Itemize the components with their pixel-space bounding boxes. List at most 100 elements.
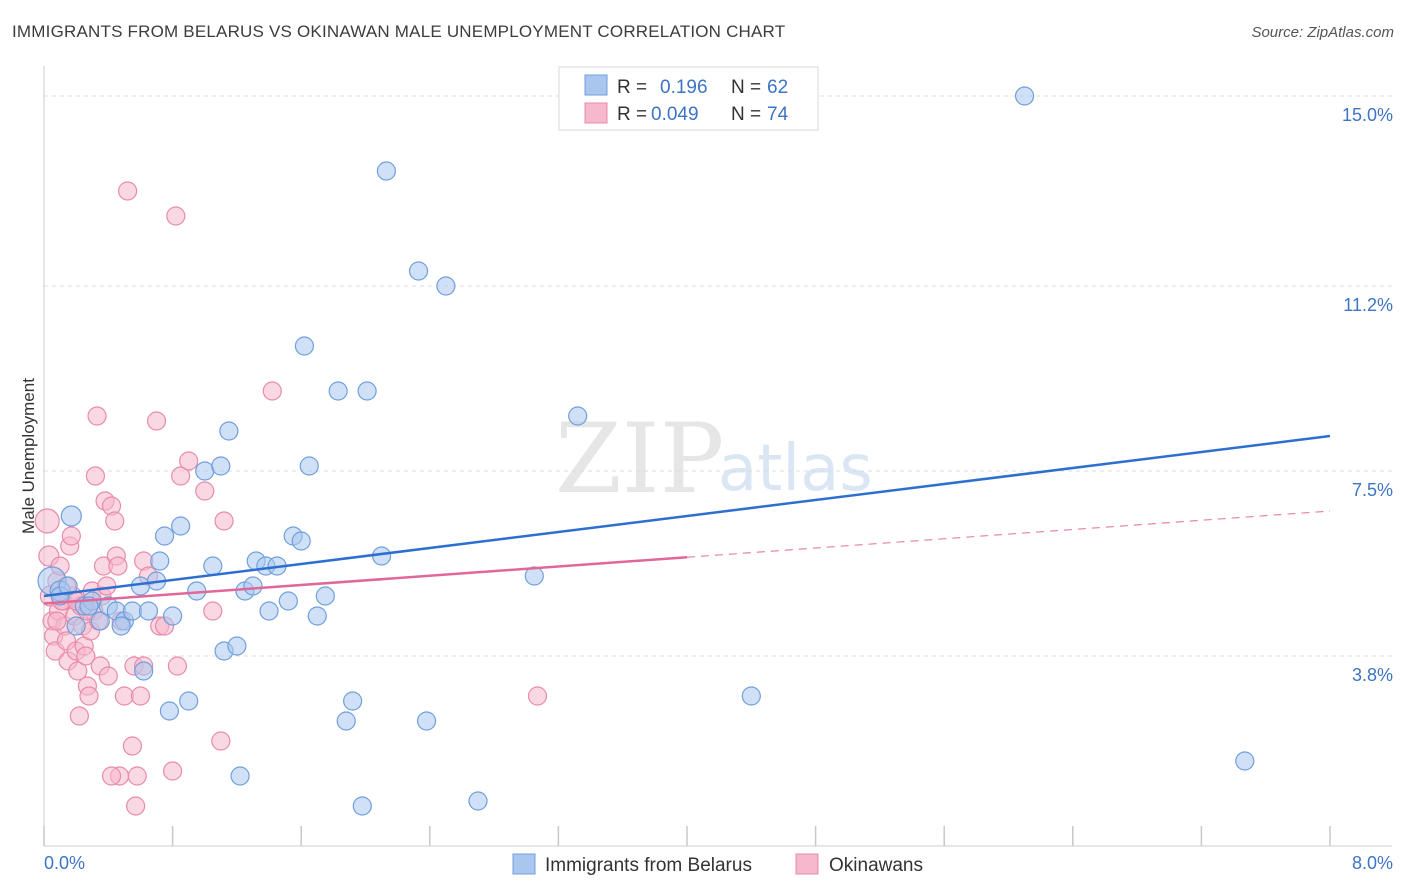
data-point[interactable] [85, 466, 106, 486]
data-point[interactable] [211, 731, 231, 751]
data-point[interactable] [203, 601, 223, 621]
data-point[interactable] [146, 411, 167, 431]
data-point[interactable] [126, 796, 146, 816]
data-point[interactable] [76, 646, 96, 666]
legend-n-label-1: N = [731, 77, 761, 98]
data-point[interactable] [108, 556, 128, 576]
data-point[interactable] [307, 606, 327, 626]
data-point[interactable] [101, 766, 122, 786]
data-point[interactable] [219, 421, 239, 441]
data-point[interactable] [163, 606, 183, 626]
y-tick-label: 15.0% [1342, 105, 1393, 125]
data-point[interactable] [58, 576, 78, 596]
data-point[interactable] [114, 686, 134, 706]
bottom-legend-label-belarus[interactable]: Immigrants from Belarus [545, 855, 752, 876]
data-point[interactable] [468, 791, 488, 811]
data-point[interactable] [299, 456, 319, 476]
series-legend: Immigrants from Belarus Okinawans [512, 853, 923, 876]
series-okinawans [34, 181, 548, 816]
data-point[interactable] [111, 616, 131, 636]
data-point[interactable] [98, 666, 118, 686]
watermark-atlas: atlas [718, 432, 873, 506]
data-point[interactable] [60, 505, 82, 527]
data-point[interactable] [34, 508, 60, 534]
data-point[interactable] [87, 406, 107, 426]
bottom-legend-label-okinawans[interactable]: Okinawans [829, 855, 923, 876]
data-point[interactable] [117, 181, 138, 201]
legend-r-value-1: 0.196 [660, 77, 708, 98]
legend-r-label-2: R = [617, 104, 647, 125]
data-point[interactable] [336, 711, 356, 731]
data-point[interactable] [97, 576, 117, 596]
y-axis-title: Male Unemployment [19, 378, 38, 534]
bottom-legend-swatch-blue[interactable] [512, 853, 536, 875]
data-point[interactable] [154, 526, 175, 546]
data-point[interactable] [122, 736, 143, 756]
trend-line-belarus [43, 434, 1331, 598]
data-point[interactable] [278, 591, 298, 611]
data-point[interactable] [47, 611, 67, 631]
data-point[interactable] [171, 516, 191, 536]
correlation-legend: R = 0.196 N = 62 R = 0.049 N = 74 [558, 66, 819, 131]
data-point[interactable] [179, 451, 199, 471]
legend-r-label-1: R = [617, 77, 647, 98]
data-point[interactable] [166, 206, 186, 226]
data-point[interactable] [163, 761, 183, 781]
bottom-legend-swatch-pink[interactable] [795, 853, 819, 875]
data-point[interactable] [294, 336, 315, 356]
data-point[interactable] [1235, 751, 1255, 771]
legend-swatch-blue [584, 74, 608, 96]
data-point[interactable] [105, 511, 125, 531]
data-point[interactable] [230, 766, 250, 786]
data-point[interactable] [138, 601, 159, 621]
data-point[interactable] [61, 526, 81, 546]
data-point[interactable] [357, 381, 377, 401]
data-point[interactable] [568, 406, 588, 426]
data-point[interactable] [259, 601, 279, 621]
data-point[interactable] [211, 456, 231, 476]
data-point[interactable] [416, 711, 437, 731]
data-point[interactable] [90, 611, 110, 631]
data-point[interactable] [79, 686, 99, 706]
data-point[interactable] [1014, 86, 1035, 106]
data-point[interactable] [227, 636, 247, 656]
data-point[interactable] [150, 551, 170, 571]
data-point[interactable] [195, 481, 215, 501]
data-point[interactable] [122, 601, 143, 621]
y-tick-label: 11.2% [1343, 295, 1393, 315]
legend-n-value-1: 62 [767, 77, 788, 98]
data-point[interactable] [328, 381, 348, 401]
data-point[interactable] [127, 766, 147, 786]
data-point[interactable] [243, 576, 263, 596]
y-tick-label: 3.8% [1352, 665, 1393, 685]
data-point[interactable] [195, 461, 215, 481]
data-point[interactable] [741, 686, 761, 706]
data-point[interactable] [527, 686, 548, 706]
data-point[interactable] [167, 656, 188, 676]
data-point[interactable] [66, 616, 86, 636]
data-point[interactable] [436, 276, 456, 296]
x-tick-label-min: 0.0% [44, 853, 85, 873]
data-point[interactable] [171, 466, 191, 486]
data-point[interactable] [214, 511, 234, 531]
data-point[interactable] [203, 556, 223, 576]
data-point[interactable] [68, 661, 88, 681]
series-belarus [37, 86, 1255, 816]
data-point[interactable] [408, 261, 429, 281]
data-point[interactable] [134, 661, 154, 681]
trend-line-okinawans-extrapolated [686, 510, 1331, 558]
legend-n-label-2: N = [731, 104, 761, 125]
data-point[interactable] [376, 161, 396, 181]
data-point[interactable] [69, 706, 89, 726]
x-tick-label-max: 8.0% [1352, 853, 1393, 873]
legend-swatch-pink [584, 102, 608, 124]
data-point[interactable] [343, 691, 363, 711]
data-point[interactable] [130, 686, 151, 706]
data-point[interactable] [352, 796, 372, 816]
data-point[interactable] [159, 701, 179, 721]
data-point[interactable] [291, 531, 311, 551]
data-point[interactable] [315, 586, 335, 606]
trend-line-okinawans [43, 556, 688, 605]
data-point[interactable] [262, 381, 282, 401]
data-point[interactable] [179, 691, 199, 711]
